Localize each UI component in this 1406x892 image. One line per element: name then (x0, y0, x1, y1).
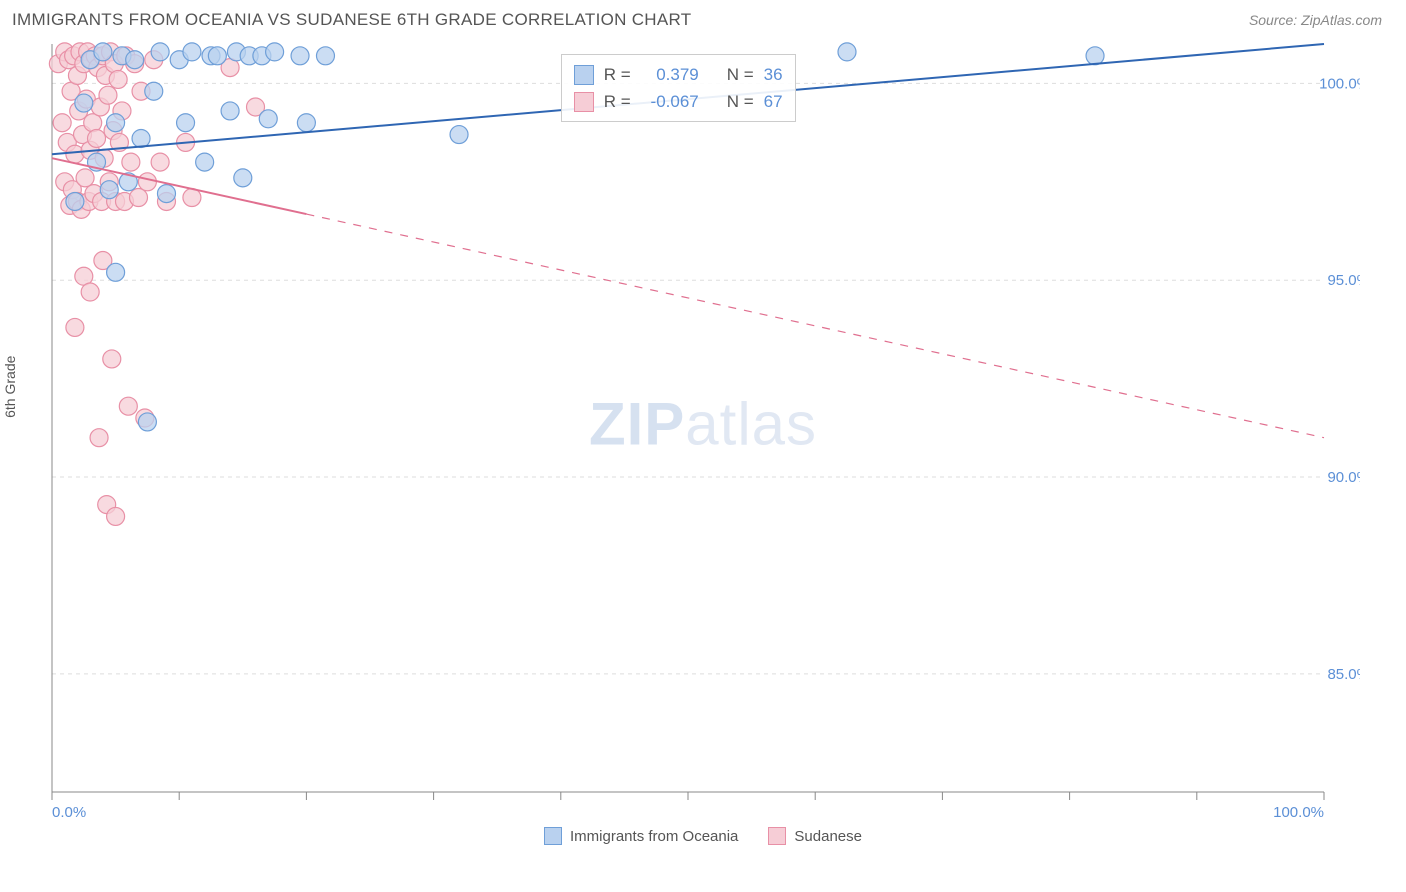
stat-legend-row: R = -0.067 N = 67 (574, 88, 783, 115)
n-value: 36 (764, 61, 783, 88)
legend-item-sudanese: Sudanese (768, 827, 862, 845)
legend-swatch-icon (574, 65, 594, 85)
x-max-label: 100.0% (1273, 804, 1324, 821)
bottom-legend: Immigrants from Oceania Sudanese (12, 827, 1394, 845)
legend-label: Immigrants from Oceania (570, 828, 738, 845)
r-value: 0.379 (641, 61, 699, 88)
n-value: 67 (764, 88, 783, 115)
scatter-chart: 85.0% 90.0% 95.0% 100.0% (12, 36, 1360, 804)
legend-item-oceania: Immigrants from Oceania (544, 827, 738, 845)
svg-text:95.0%: 95.0% (1327, 272, 1360, 289)
svg-text:85.0%: 85.0% (1327, 666, 1360, 683)
x-min-label: 0.0% (52, 804, 86, 821)
chart-container: 6th Grade ZIPatlas 85.0%90.0%95.0%100.0%… (12, 36, 1394, 845)
r-label: R = (604, 88, 631, 115)
r-label: R = (604, 61, 631, 88)
svg-text:100.0%: 100.0% (1319, 75, 1360, 92)
chart-title: IMMIGRANTS FROM OCEANIA VS SUDANESE 6TH … (12, 10, 691, 30)
n-label: N = (727, 88, 754, 115)
legend-label: Sudanese (794, 828, 862, 845)
stat-legend: R = 0.379 N = 36 R = -0.067 N = 67 (561, 54, 796, 122)
legend-swatch-icon (544, 827, 562, 845)
legend-swatch-icon (768, 827, 786, 845)
legend-swatch-icon (574, 92, 594, 112)
source-label: Source: ZipAtlas.com (1249, 12, 1382, 28)
r-value: -0.067 (641, 88, 699, 115)
svg-text:90.0%: 90.0% (1327, 469, 1360, 486)
stat-legend-row: R = 0.379 N = 36 (574, 61, 783, 88)
y-axis-label: 6th Grade (2, 355, 18, 417)
x-axis-end-labels: 0.0% 100.0% (12, 804, 1360, 821)
n-label: N = (727, 61, 754, 88)
